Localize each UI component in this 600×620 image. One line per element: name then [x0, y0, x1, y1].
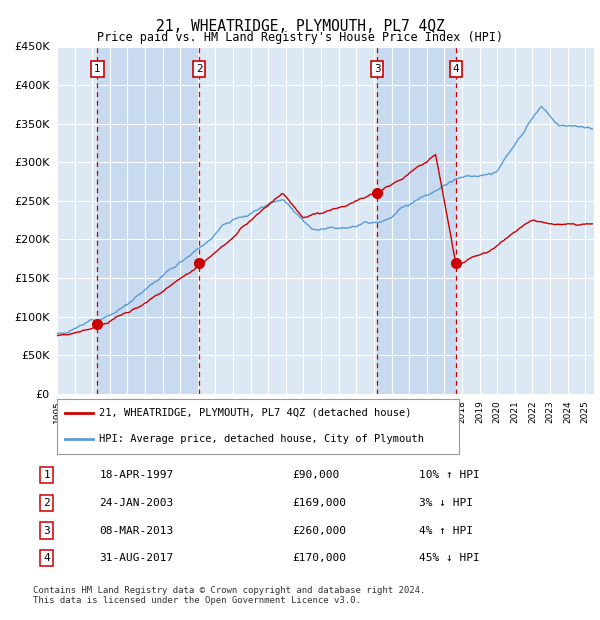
Bar [97, 46, 199, 394]
Text: 4: 4 [43, 553, 50, 563]
Text: 21, WHEATRIDGE, PLYMOUTH, PL7 4QZ (detached house): 21, WHEATRIDGE, PLYMOUTH, PL7 4QZ (detac… [99, 408, 412, 418]
Text: 4: 4 [452, 64, 459, 74]
Text: £169,000: £169,000 [292, 498, 346, 508]
Text: Price paid vs. HM Land Registry's House Price Index (HPI): Price paid vs. HM Land Registry's House … [97, 31, 503, 44]
Text: 4% ↑ HPI: 4% ↑ HPI [419, 526, 473, 536]
Text: 31-AUG-2017: 31-AUG-2017 [99, 553, 173, 563]
Text: 21, WHEATRIDGE, PLYMOUTH, PL7 4QZ: 21, WHEATRIDGE, PLYMOUTH, PL7 4QZ [155, 19, 445, 33]
Text: £260,000: £260,000 [292, 526, 346, 536]
Text: £90,000: £90,000 [292, 471, 340, 480]
Text: 1: 1 [43, 471, 50, 480]
Bar [377, 46, 456, 394]
Text: 08-MAR-2013: 08-MAR-2013 [99, 526, 173, 536]
Text: £170,000: £170,000 [292, 553, 346, 563]
Text: HPI: Average price, detached house, City of Plymouth: HPI: Average price, detached house, City… [99, 434, 424, 444]
Text: 2: 2 [43, 498, 50, 508]
Text: 45% ↓ HPI: 45% ↓ HPI [419, 553, 480, 563]
Text: 10% ↑ HPI: 10% ↑ HPI [419, 471, 480, 480]
Text: 18-APR-1997: 18-APR-1997 [99, 471, 173, 480]
Bar [199, 46, 377, 394]
Text: 2: 2 [196, 64, 202, 74]
Text: 3: 3 [374, 64, 380, 74]
Text: 1: 1 [94, 64, 101, 74]
Bar [57, 46, 97, 394]
Text: 3: 3 [43, 526, 50, 536]
Text: 3% ↓ HPI: 3% ↓ HPI [419, 498, 473, 508]
Text: Contains HM Land Registry data © Crown copyright and database right 2024.
This d: Contains HM Land Registry data © Crown c… [33, 586, 425, 605]
Text: 24-JAN-2003: 24-JAN-2003 [99, 498, 173, 508]
Bar [456, 46, 594, 394]
